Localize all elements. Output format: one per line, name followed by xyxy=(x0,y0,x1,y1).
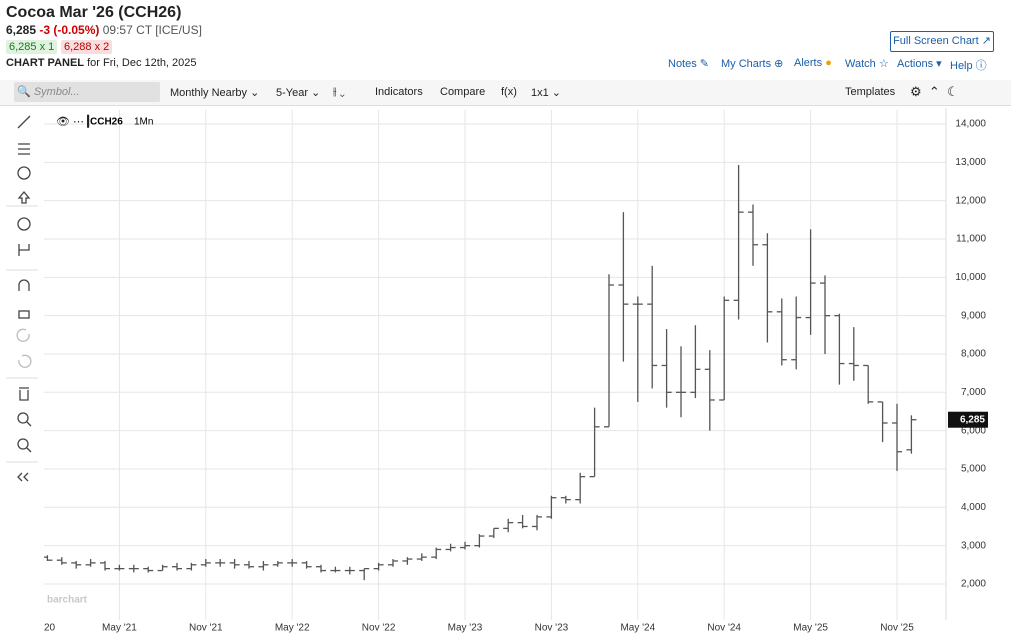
alerts-link[interactable]: Alerts ● xyxy=(794,57,832,69)
x-tick-label: Nov '23 xyxy=(535,623,569,634)
link-text: Watch xyxy=(845,58,876,70)
ask: 6,288 x 2 xyxy=(61,40,113,54)
y-tick-label: 9,000 xyxy=(961,310,986,321)
x-tick-label: Nov '21 xyxy=(189,623,223,634)
panel-title: CHART PANEL xyxy=(6,57,85,69)
help-link[interactable]: Help ⓘ xyxy=(950,60,987,72)
fullscreen-text: Full Screen Chart xyxy=(893,35,979,47)
bar-type[interactable]: ⫲ ⌄ xyxy=(333,86,345,98)
y-tick-label: 13,000 xyxy=(955,157,986,168)
x-tick-label: Nov '25 xyxy=(880,623,914,634)
x-tick-label: May '25 xyxy=(793,623,828,634)
link-text: Alerts xyxy=(794,57,823,69)
y-tick-label: 14,000 xyxy=(955,119,986,130)
bid: 6,285 x 1 xyxy=(6,40,58,54)
legend-period: 1Mn xyxy=(134,117,153,128)
indicators[interactable]: Indicators xyxy=(375,86,423,98)
last-price-text: 6,285 xyxy=(960,414,985,425)
drawing-tools xyxy=(6,115,38,482)
y-tick-label: 6,000 xyxy=(961,425,986,436)
y-tick-label: 2,000 xyxy=(961,579,986,590)
plot: 2,000 3,000 4,000 5,000 6,000 7,000 8,000 9,000… xyxy=(44,110,988,634)
tb-text: Monthly Nearby xyxy=(170,87,248,99)
watermark: barchart xyxy=(47,595,88,606)
symbol-input[interactable]: 🔍 Symbol... xyxy=(14,82,160,102)
y-tick-label: 10,000 xyxy=(955,272,986,283)
x-tick-label: 20 xyxy=(44,623,56,634)
chart: 2,000 3,000 4,000 5,000 6,000 7,000 8,000 9,000… xyxy=(44,108,988,634)
y-tick-label: 4,000 xyxy=(961,502,986,513)
y-tick-label: 5,000 xyxy=(961,464,986,475)
legend-symbol: CCH26 xyxy=(90,117,123,128)
link-text: My Charts xyxy=(721,58,772,70)
tb-text: 1x1 xyxy=(531,87,549,99)
symbol-placeholder: Symbol... xyxy=(33,86,80,98)
x-tick-label: May '23 xyxy=(448,623,483,634)
panel-label: CHART PANEL for Fri, Dec 12th, 2025 xyxy=(6,57,197,69)
x-tick-label: Nov '24 xyxy=(707,623,741,634)
x-tick-label: May '24 xyxy=(620,623,655,634)
tb-text: 5-Year xyxy=(276,87,309,99)
notes-link[interactable]: Notes ✎ xyxy=(668,58,710,70)
mycharts-link[interactable]: My Charts ⊕ xyxy=(721,58,784,70)
link-text: Notes xyxy=(668,58,697,70)
layout[interactable]: 1x1 ⌄ xyxy=(531,87,562,99)
actions-link[interactable]: Actions ▾ xyxy=(897,58,942,70)
link-text: Actions xyxy=(897,58,934,70)
x-tick-label: Nov '22 xyxy=(362,623,396,634)
legend-icons: 👁 ⋯ ▎ xyxy=(56,116,96,128)
x-tick-label: May '21 xyxy=(102,623,137,634)
period-select[interactable]: Monthly Nearby ⌄ xyxy=(170,87,260,99)
y-tick-label: 3,000 xyxy=(961,540,986,551)
y-tick-label: 11,000 xyxy=(956,234,986,245)
time: 09:57 CT [ICE/US] xyxy=(102,23,202,37)
fullscreen-button[interactable]: Full Screen Chart ↗ xyxy=(890,31,994,52)
last-price: 6,285 xyxy=(6,23,37,37)
x-tick-label: May '22 xyxy=(275,623,310,634)
y-tick-label: 7,000 xyxy=(961,387,986,398)
fx[interactable]: f(x) xyxy=(501,86,517,98)
title: Cocoa Mar '26 (CCH26) xyxy=(6,4,182,21)
templates[interactable]: Templates xyxy=(845,86,896,98)
link-text: Help xyxy=(950,60,973,72)
last-price-tag xyxy=(948,411,988,428)
range-select[interactable]: 5-Year ⌄ xyxy=(276,87,321,99)
toolbar xyxy=(0,80,1011,106)
quote: 6,285 -3 (-0.05%) 09:57 CT [ICE/US] xyxy=(6,23,202,37)
panel-date: for Fri, Dec 12th, 2025 xyxy=(87,57,197,69)
watch-link[interactable]: Watch ☆ xyxy=(845,58,889,70)
compare[interactable]: Compare xyxy=(440,86,486,98)
change: -3 (-0.05%) xyxy=(39,23,100,37)
tb-icons[interactable]: ⚙ ⌃ ☾ xyxy=(910,84,959,99)
y-tick-label: 12,000 xyxy=(955,195,986,206)
y-tick-label: 8,000 xyxy=(961,349,986,360)
